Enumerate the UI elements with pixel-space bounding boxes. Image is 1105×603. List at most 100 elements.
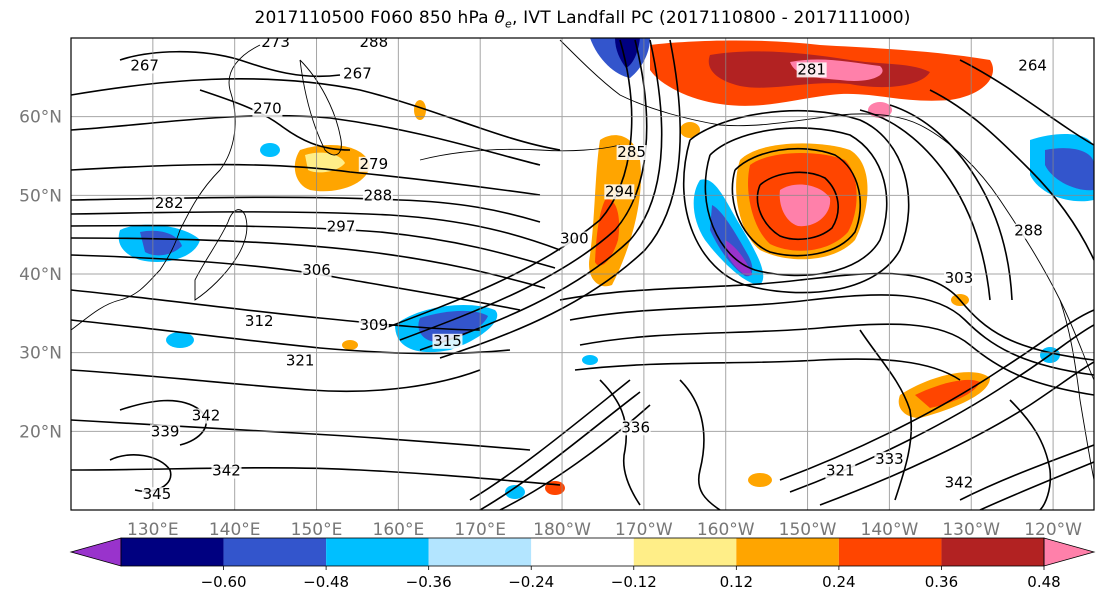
contour-line bbox=[569, 294, 1094, 376]
contour-line bbox=[1009, 399, 1052, 510]
contour-label: 281 bbox=[797, 60, 826, 78]
contour-line bbox=[979, 461, 1094, 510]
contour-line bbox=[71, 466, 561, 486]
contour-label: 321 bbox=[826, 462, 855, 480]
longitude-tick-label: 150°E bbox=[291, 520, 343, 540]
contour-label: 303 bbox=[945, 269, 974, 287]
coastline-northamerica bbox=[1059, 299, 1094, 481]
contour-label-background bbox=[559, 231, 590, 247]
shading-front-red bbox=[595, 199, 620, 266]
contour-label-background bbox=[141, 487, 172, 503]
latitude-tick-label: 30°N bbox=[19, 344, 62, 364]
coastline-kamchatka bbox=[299, 59, 342, 156]
colorbar-segment bbox=[326, 538, 429, 566]
contour-line bbox=[379, 39, 633, 331]
contour-label-background bbox=[285, 353, 316, 369]
shading-se-red bbox=[915, 379, 980, 408]
contour-label: 279 bbox=[359, 155, 388, 173]
longitude-tick-label: 140°W bbox=[861, 520, 919, 540]
contour-label: 309 bbox=[359, 316, 388, 334]
contour-label-background bbox=[1017, 58, 1048, 74]
contour-line bbox=[71, 419, 531, 451]
contour-line bbox=[499, 404, 651, 510]
contour-label: 294 bbox=[605, 182, 634, 200]
contour-label: 342 bbox=[192, 407, 221, 425]
contour-label: 273 bbox=[261, 33, 290, 51]
contour-line bbox=[679, 379, 721, 510]
contour-line bbox=[71, 211, 561, 251]
contour-label-background bbox=[358, 156, 389, 172]
contour-line bbox=[731, 147, 862, 257]
contour-line bbox=[704, 127, 888, 277]
contour-line bbox=[71, 254, 521, 311]
contour-line bbox=[71, 114, 541, 166]
contour-line bbox=[71, 289, 481, 331]
contour-line bbox=[599, 379, 641, 506]
contour-line bbox=[959, 59, 1094, 146]
contour-label: 345 bbox=[143, 485, 172, 503]
contour-label-background bbox=[191, 408, 222, 424]
longitude-tick-label: 160°E bbox=[373, 520, 425, 540]
contour-line bbox=[682, 110, 910, 294]
contour-label: 270 bbox=[253, 100, 282, 118]
contour-label-background bbox=[252, 101, 283, 117]
contour-label-background bbox=[150, 424, 181, 440]
contour-label: 315 bbox=[433, 332, 462, 350]
shading-spot bbox=[505, 485, 525, 499]
shading-spot bbox=[680, 122, 700, 138]
colorbar-extend-high bbox=[1043, 537, 1096, 567]
longitude-tick-label: 180°W bbox=[533, 520, 591, 540]
contour-label-background bbox=[211, 463, 242, 479]
coastline-asia bbox=[71, 44, 261, 331]
contour-label: 267 bbox=[343, 64, 372, 82]
contour-label: 267 bbox=[130, 56, 159, 74]
latitude-labels: 60°N 50°N 40°N 30°N 20°N bbox=[19, 108, 62, 443]
longitude-tick-label: 160°W bbox=[697, 520, 755, 540]
title-variable-subscript: e bbox=[504, 17, 512, 31]
contour-label-background bbox=[358, 38, 389, 50]
shading-spot bbox=[260, 143, 280, 157]
contour-label-background bbox=[796, 62, 827, 78]
title-prefix: 2017110500 F060 850 hPa bbox=[254, 8, 495, 28]
contour-label-background bbox=[825, 463, 856, 479]
contour-label: 297 bbox=[327, 218, 356, 236]
contour-line bbox=[71, 224, 556, 269]
contour-label: 288 bbox=[1014, 222, 1043, 240]
contour-line bbox=[119, 50, 341, 78]
contour-label: 312 bbox=[245, 312, 274, 330]
title-suffix: , IVT Landfall PC (2017110800 - 20171110… bbox=[511, 8, 911, 28]
figure-title: 2017110500 F060 850 hPa θe, IVT Landfall… bbox=[0, 8, 1105, 30]
contour-line bbox=[574, 358, 961, 381]
contour-label: 333 bbox=[875, 450, 904, 468]
longitude-tick-label: 170°W bbox=[615, 520, 673, 540]
contour-label-background bbox=[154, 196, 185, 212]
colorbar-extend-low bbox=[69, 537, 122, 567]
longitude-tick-label: 140°E bbox=[209, 520, 261, 540]
contour-label-background bbox=[244, 314, 275, 330]
contour-label: 342 bbox=[212, 462, 241, 480]
contour-label: 339 bbox=[151, 422, 180, 440]
contour-line bbox=[859, 109, 991, 301]
contour-line bbox=[929, 89, 1094, 261]
contour-label-background bbox=[342, 66, 373, 82]
latitude-tick-label: 50°N bbox=[19, 186, 62, 206]
colorbar-tick-label: −0.60 bbox=[201, 573, 247, 591]
shading-spot bbox=[414, 100, 426, 120]
map-frame bbox=[70, 37, 1095, 511]
contour-line bbox=[439, 39, 681, 359]
colorbar-tick-label: −0.48 bbox=[303, 573, 349, 591]
contour-label-background bbox=[943, 475, 974, 491]
contour-line bbox=[579, 323, 1094, 396]
contour-label: 300 bbox=[560, 230, 589, 248]
contour-label-background bbox=[620, 420, 651, 436]
contour-line bbox=[71, 369, 481, 393]
longitude-tick-label: 120°W bbox=[1024, 520, 1082, 540]
contour-label-background bbox=[301, 263, 332, 278]
coastline-aleutians bbox=[419, 144, 621, 161]
contour-line bbox=[71, 237, 546, 289]
contour-label: 306 bbox=[302, 261, 331, 279]
contour-line bbox=[71, 163, 541, 196]
contour-label-background bbox=[362, 188, 393, 204]
contour-label: 288 bbox=[364, 186, 393, 204]
